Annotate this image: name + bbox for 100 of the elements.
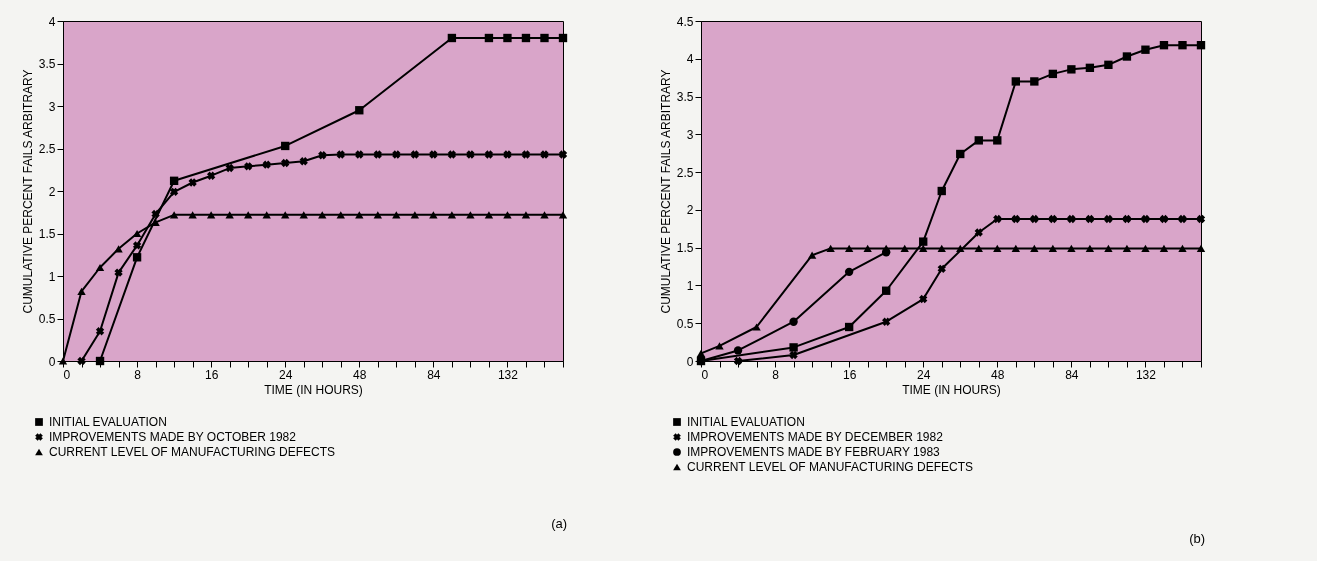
point	[900, 244, 909, 253]
point	[826, 244, 835, 253]
point	[696, 349, 706, 358]
point	[882, 317, 891, 326]
point	[132, 229, 142, 238]
point	[1085, 244, 1095, 253]
point	[733, 346, 743, 355]
point	[1122, 244, 1132, 253]
point	[974, 136, 983, 145]
point	[114, 245, 123, 253]
point	[1178, 244, 1187, 253]
point	[844, 267, 854, 277]
point	[1085, 214, 1095, 224]
point	[318, 211, 327, 219]
x-tick-label: 132	[497, 367, 519, 382]
point	[206, 211, 216, 219]
point	[225, 163, 234, 173]
y-tick-label: 1.5	[676, 241, 694, 256]
y-tick-label: 3	[686, 127, 694, 142]
point	[1048, 244, 1058, 253]
point	[993, 214, 1002, 224]
point	[1030, 244, 1039, 253]
y-tick-label: 2.5	[38, 142, 56, 156]
point	[392, 150, 401, 159]
point	[95, 263, 105, 272]
point	[169, 211, 179, 219]
x-tick-label: 8	[134, 367, 142, 382]
point	[373, 211, 382, 219]
point	[169, 176, 179, 185]
point	[484, 33, 494, 43]
point	[993, 136, 1002, 145]
point	[1196, 214, 1206, 224]
x-axis-title: TIME (IN HOURS)	[902, 382, 1001, 397]
point	[540, 211, 549, 219]
text: (b)	[1189, 531, 1206, 546]
x-tick-label: 0	[63, 367, 71, 382]
y-tick-label: 2	[48, 184, 56, 199]
point	[1030, 77, 1039, 86]
x-tick-label: 8	[772, 367, 780, 382]
point	[1048, 214, 1058, 224]
point	[789, 317, 798, 326]
point	[937, 264, 946, 274]
y-tick-label: 2.5	[676, 165, 694, 180]
point	[281, 158, 290, 168]
x-axis-title: TIME (IN HOURS)	[264, 382, 363, 397]
y-tick-label: 1	[48, 269, 56, 284]
x-tick-label: 48	[353, 367, 367, 382]
y-tick-label: 3	[48, 99, 56, 114]
point	[1104, 214, 1113, 224]
point	[188, 211, 197, 219]
point	[752, 323, 761, 331]
point	[1178, 40, 1187, 50]
point	[1159, 244, 1169, 253]
point	[844, 244, 854, 253]
point	[1141, 244, 1150, 253]
point	[410, 150, 420, 159]
y-tick-label: 1.5	[38, 227, 56, 241]
point	[262, 160, 271, 169]
point	[151, 209, 160, 219]
point	[1122, 52, 1132, 61]
x-tick-label: 24	[917, 367, 931, 382]
point	[466, 211, 475, 219]
point	[789, 343, 798, 352]
x-tick-label: 24	[279, 367, 293, 382]
x-tick-label: 48	[991, 367, 1005, 382]
y-tick-label: 0	[48, 354, 56, 369]
point	[244, 162, 253, 171]
x-tick-label: 132	[1135, 367, 1157, 382]
y-tick-label: 4	[686, 52, 694, 67]
point	[937, 244, 946, 253]
point	[429, 211, 438, 219]
point	[1196, 244, 1206, 253]
point	[919, 294, 928, 304]
y-tick-label: 1	[686, 278, 694, 293]
point	[882, 286, 891, 295]
point	[447, 33, 457, 43]
legend-label: IMPROVEMENTS MADE BY DECEMBER 1982	[687, 430, 944, 444]
legend-label: INITIAL EVALUATION	[49, 415, 167, 429]
point	[1048, 69, 1058, 79]
legend-label: IMPROVEMENTS MADE BY OCTOBER 1982	[49, 430, 297, 444]
point	[114, 268, 123, 277]
point	[503, 33, 512, 43]
point	[1067, 244, 1076, 253]
y-axis-title: CUMULATIVE PERCENT FAILS ARBITRARY	[20, 69, 35, 314]
legend-label: CURRENT LEVEL OF MANUFACTURING DEFECTS	[687, 460, 974, 474]
point	[503, 150, 512, 159]
point	[1104, 60, 1113, 70]
point	[937, 186, 946, 196]
point	[484, 211, 494, 219]
point	[789, 350, 798, 360]
point	[540, 150, 549, 159]
point	[336, 150, 345, 159]
point	[410, 211, 420, 219]
point	[392, 211, 401, 219]
point	[521, 211, 531, 219]
point	[503, 211, 512, 219]
y-tick-label: 4.5	[676, 14, 694, 29]
point	[863, 244, 872, 253]
point	[169, 187, 179, 197]
point	[1011, 77, 1020, 86]
